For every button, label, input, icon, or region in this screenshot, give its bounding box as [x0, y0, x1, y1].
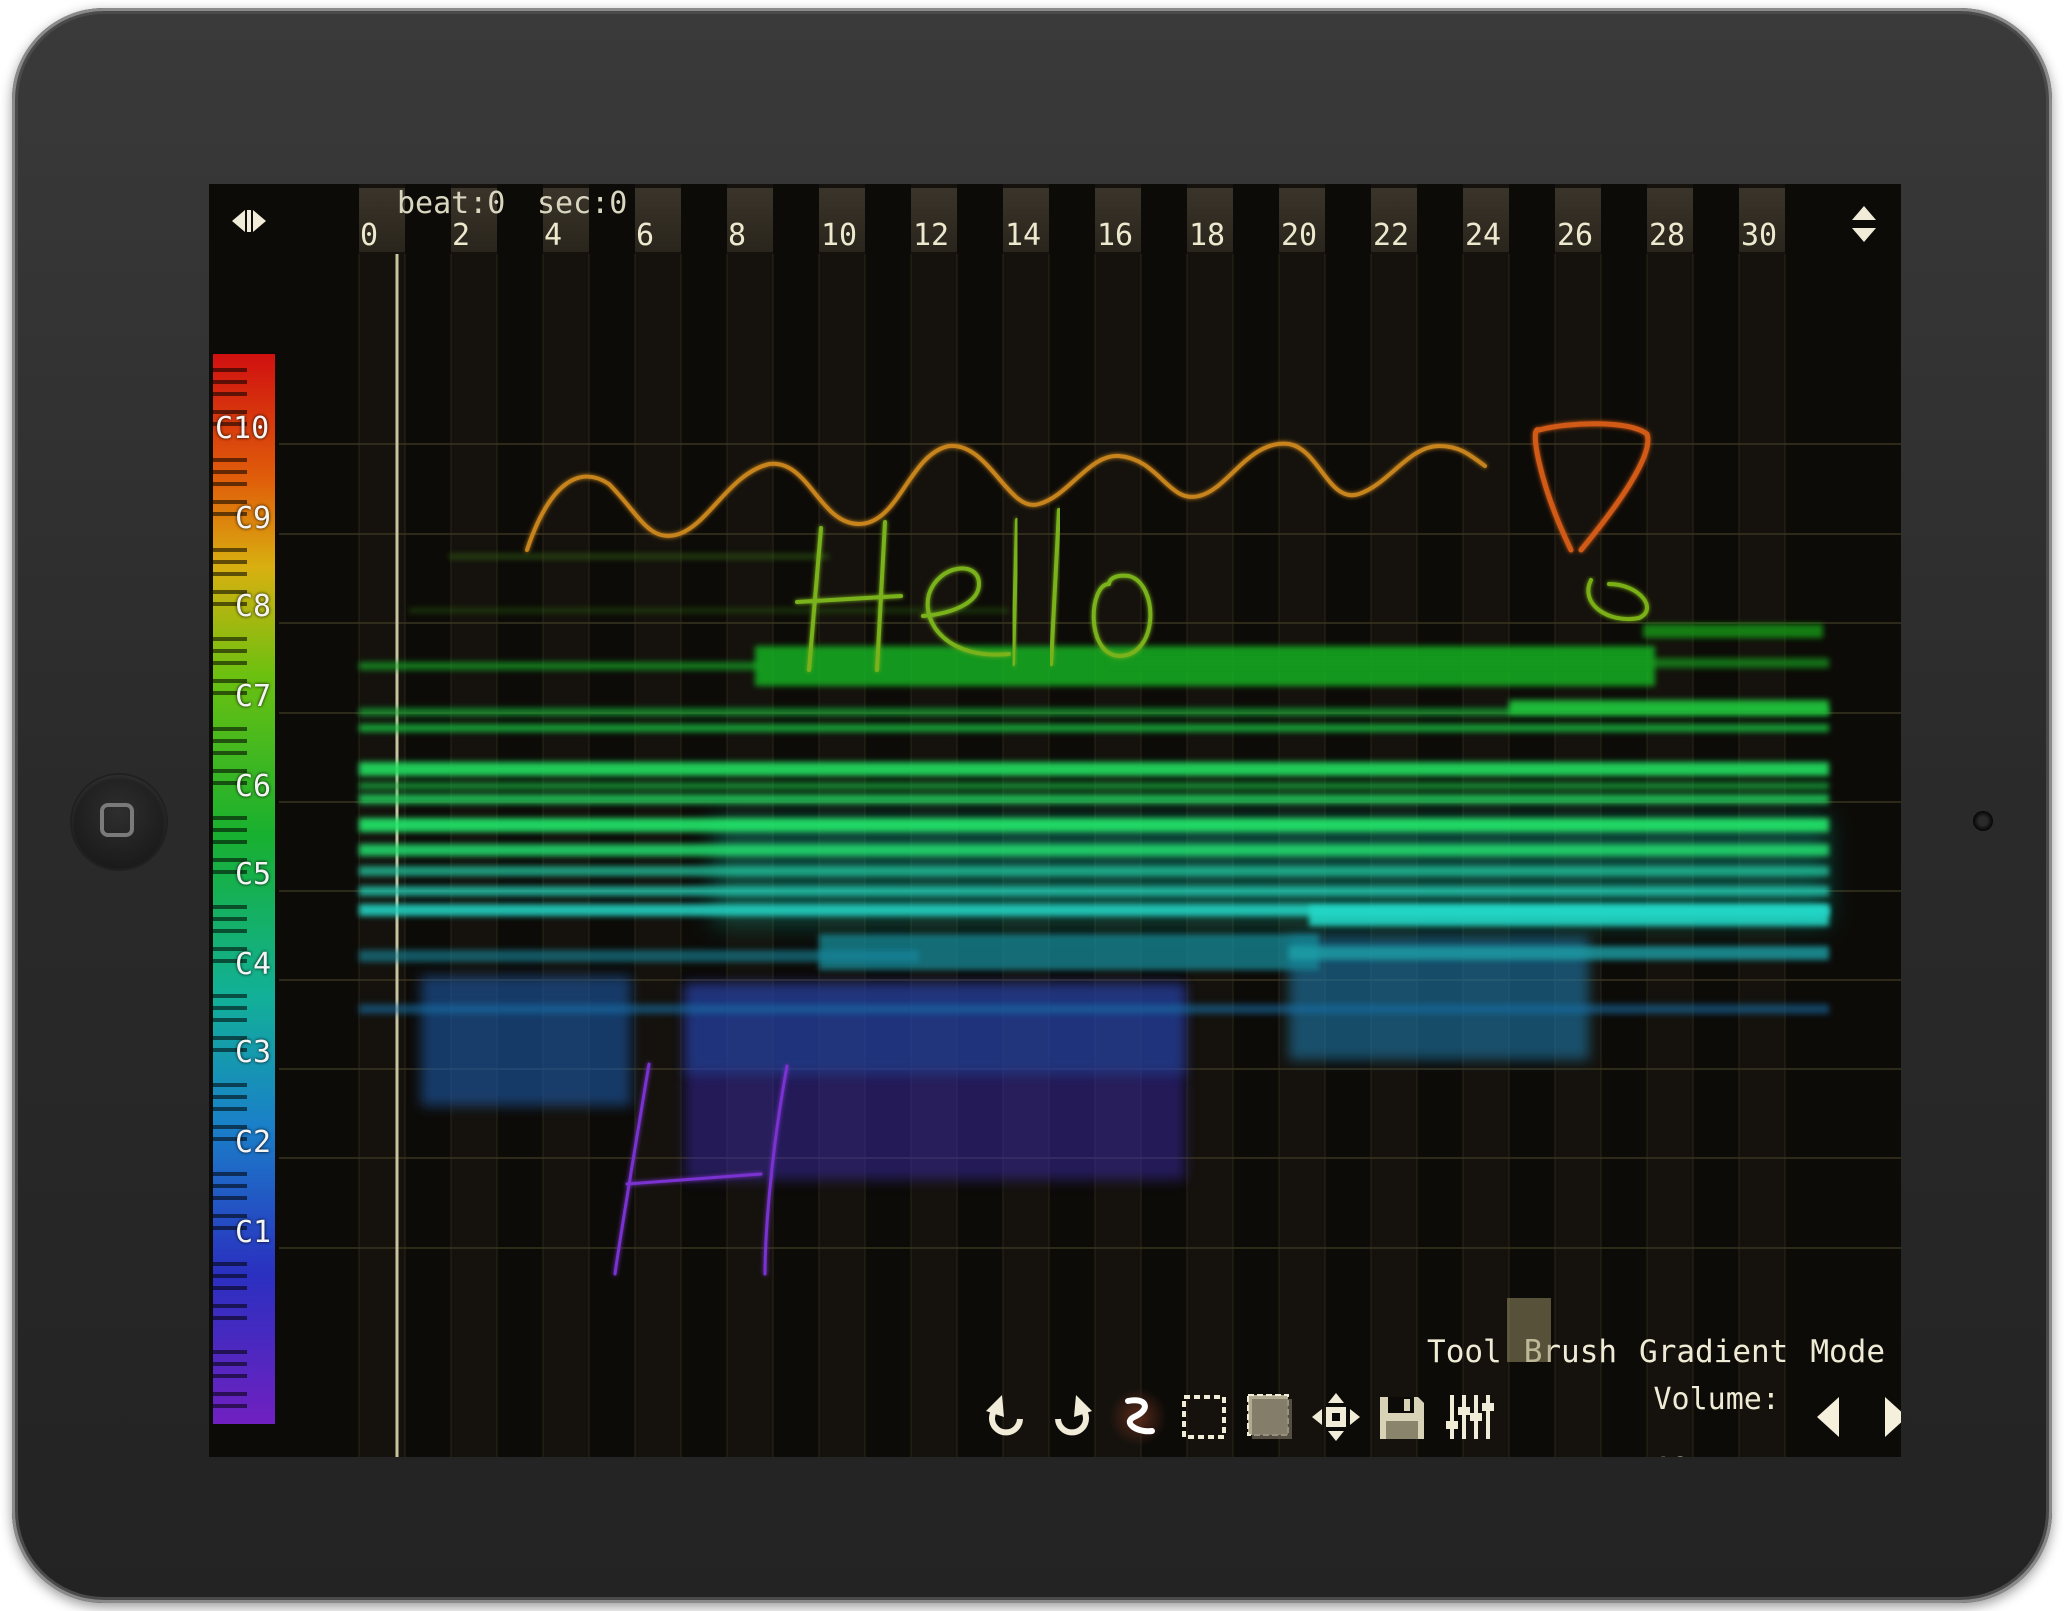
next-button[interactable] [1874, 1388, 1901, 1446]
menu-mode[interactable]: Mode [1810, 1334, 1885, 1370]
tick-label: 2 [451, 218, 471, 253]
note-label: C10 [215, 411, 270, 446]
seconds-readout: sec:0 [537, 186, 628, 221]
toolbar: Volume: 19 [977, 1298, 1901, 1457]
move-arrows-icon [1312, 1393, 1360, 1441]
tick-label: 30 [1740, 218, 1778, 253]
tick-label: 22 [1372, 218, 1410, 253]
tick-label: 10 [820, 218, 858, 253]
filled-select-icon [1247, 1394, 1292, 1439]
note-label: C3 [235, 1035, 272, 1070]
menu-gradient[interactable]: Gradient [1639, 1334, 1789, 1370]
freehand-strokes[interactable] [525, 421, 1651, 1276]
note-label: C4 [235, 947, 272, 982]
home-button[interactable] [72, 775, 166, 869]
question-mark-stroke [1532, 421, 1651, 553]
hello-e-stroke [921, 566, 1011, 657]
select-tool-button[interactable] [1175, 1388, 1233, 1446]
note-stroke [409, 608, 1009, 613]
question-dot-stroke [1586, 578, 1649, 622]
note-block [685, 984, 1185, 1074]
piano-keyboard-strip[interactable] [213, 354, 275, 1424]
note-stroke [449, 554, 829, 559]
previous-button[interactable] [1806, 1388, 1850, 1446]
note-stroke [359, 724, 1829, 732]
volume-control[interactable]: Volume: 19 [1507, 1298, 1780, 1457]
note-stroke [1109, 658, 1829, 668]
hello-o-stroke [1091, 573, 1153, 658]
note-label: C2 [235, 1125, 272, 1160]
tick-label: 12 [912, 218, 950, 253]
tick-label: 4 [543, 218, 563, 253]
dashed-select-icon [1182, 1395, 1226, 1439]
left-right-arrows-icon[interactable] [229, 206, 269, 236]
tick-label: 28 [1648, 218, 1686, 253]
tick-label: 6 [635, 218, 655, 253]
note-label: C8 [235, 589, 272, 624]
note-stroke [359, 866, 1829, 876]
note-stroke [359, 762, 1829, 776]
beat-readout: beat:0 [397, 186, 506, 221]
note-stroke [359, 818, 1829, 832]
menu-tool[interactable]: Tool [1427, 1334, 1502, 1370]
hello-l1-stroke [1011, 518, 1019, 666]
ipad-device-frame: beat:0 sec:0 0 2 4 6 8 10 12 14 16 18 20… [12, 8, 2052, 1603]
note-block [359, 1004, 1829, 1014]
tick-label: 14 [1004, 218, 1042, 253]
tick-label: 24 [1464, 218, 1502, 253]
note-stroke [359, 782, 1829, 790]
tick-label: 26 [1556, 218, 1594, 253]
fill-select-button[interactable] [1241, 1388, 1299, 1446]
note-stroke [1309, 906, 1829, 926]
tick-label: 16 [1096, 218, 1134, 253]
note-block [421, 976, 631, 1106]
undo-icon [986, 1395, 1023, 1436]
note-stroke [359, 886, 1829, 896]
wavy-orange-stroke [525, 441, 1487, 552]
purple-H-stroke [613, 1062, 789, 1276]
note-stroke [359, 662, 759, 670]
brush-tool-button[interactable] [1109, 1388, 1167, 1446]
painted-notes-layer[interactable] [359, 554, 1829, 1180]
note-stroke [1509, 700, 1829, 714]
piano-roll-canvas[interactable] [209, 184, 1901, 1457]
note-label: C1 [235, 1215, 272, 1250]
note-stroke [1643, 624, 1823, 638]
note-block [1289, 946, 1829, 960]
triangle-right-icon [1884, 1397, 1901, 1437]
note-label: C9 [235, 501, 272, 536]
brush-stroke-icon [1125, 1397, 1155, 1435]
move-tool-button[interactable] [1307, 1388, 1365, 1446]
volume-value: 19 [1654, 1452, 1690, 1457]
up-down-arrows-icon[interactable] [1849, 204, 1879, 244]
tick-label: 8 [727, 218, 747, 253]
note-stroke [359, 844, 1829, 856]
volume-label: Volume: [1653, 1382, 1780, 1417]
triangle-left-icon [1816, 1397, 1839, 1437]
note-label: C5 [235, 857, 272, 892]
note-stroke [359, 794, 1829, 804]
tick-label: 0 [359, 218, 379, 253]
mixer-button[interactable] [1439, 1388, 1497, 1446]
mixer-sliders-icon [1446, 1395, 1494, 1439]
volume-highlight [1507, 1298, 1551, 1362]
hello-l2-stroke [1049, 508, 1061, 666]
redo-icon [1055, 1395, 1092, 1436]
tick-label: 20 [1280, 218, 1318, 253]
note-stroke [359, 708, 1829, 716]
tick-label: 18 [1188, 218, 1226, 253]
app-screen: beat:0 sec:0 0 2 4 6 8 10 12 14 16 18 20… [209, 184, 1901, 1457]
note-block [359, 950, 919, 962]
save-button[interactable] [1373, 1388, 1431, 1446]
hello-H-stroke [795, 520, 903, 672]
note-label: C6 [235, 769, 272, 804]
note-label: C7 [235, 679, 272, 714]
camera-lens [1973, 811, 1993, 831]
redo-button[interactable] [1043, 1388, 1101, 1446]
floppy-disk-icon [1380, 1397, 1424, 1439]
undo-button[interactable] [977, 1388, 1035, 1446]
